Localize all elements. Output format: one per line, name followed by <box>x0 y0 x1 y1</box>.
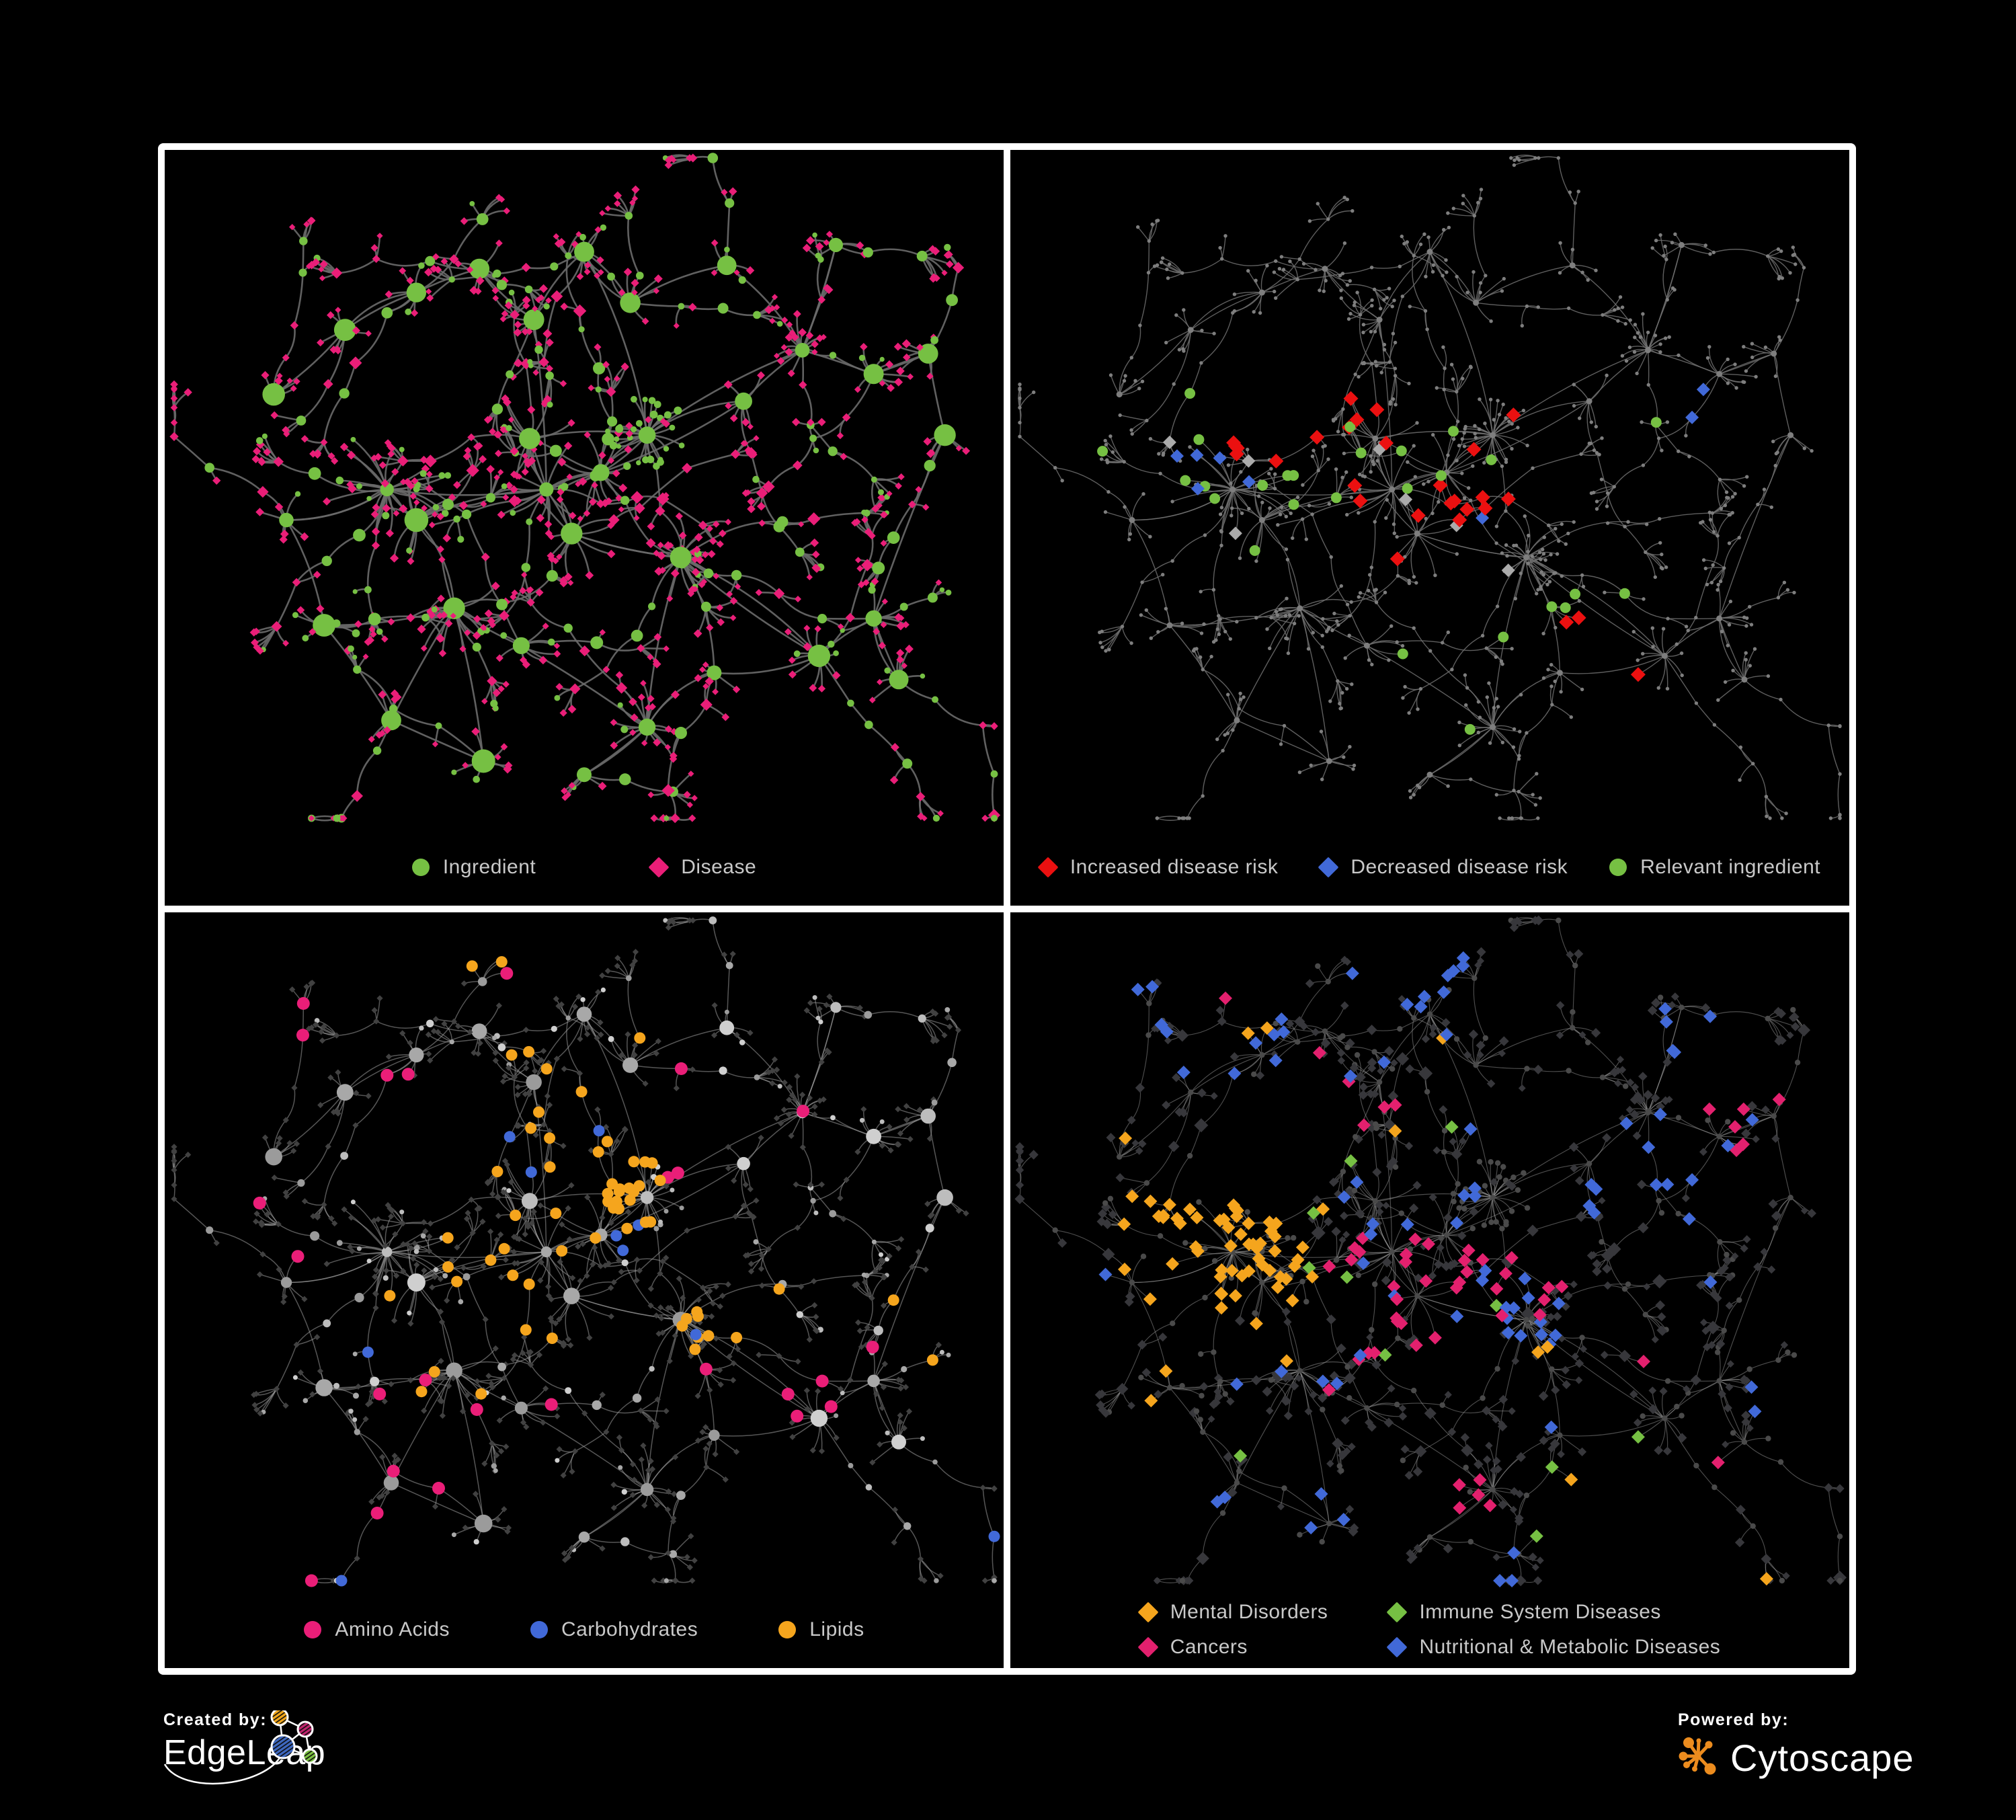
legend-item-amino-acids: Amino Acids <box>304 1618 450 1641</box>
legend-label-nutritional-diseases: Nutritional & Metabolic Diseases <box>1419 1636 1721 1658</box>
lipids-marker <box>778 1621 797 1638</box>
edges-layer <box>1018 917 1841 1583</box>
legend-label-cancers: Cancers <box>1170 1636 1248 1658</box>
nodes-layer <box>1014 915 1847 1587</box>
increased-risk-marker <box>1037 857 1059 878</box>
created-by-label: Created by: <box>163 1710 268 1729</box>
cancers-marker <box>1137 1636 1159 1658</box>
legend-label-decreased-risk: Decreased disease risk <box>1350 856 1568 878</box>
legend-item-cancers: Cancers <box>1137 1636 1328 1659</box>
cytoscape-glyph-nodes <box>1679 1737 1716 1775</box>
legend-label-ingredient: Ingredient <box>442 856 536 878</box>
highlight-layer <box>1098 951 1786 1587</box>
panels-grid: Ingredient Disease Increased disease ris… <box>158 143 1856 1675</box>
legend-item-nutritional-diseases: Nutritional & Metabolic Diseases <box>1386 1636 1721 1659</box>
network-nutrient-classes <box>171 916 1000 1587</box>
legend-item-lipids: Lipids <box>778 1618 864 1641</box>
legend-item-disease: Disease <box>648 856 757 879</box>
immune-diseases-marker <box>1386 1601 1408 1623</box>
cytoscape-credit: Powered by: Cytoscape <box>1678 1710 1960 1818</box>
legend-item-carbohydrates: Carbohydrates <box>530 1618 698 1641</box>
legend-label-carbohydrates: Carbohydrates <box>561 1618 698 1640</box>
cytoscape-logo-row: Cytoscape <box>1678 1734 1960 1781</box>
panel-disease-categories: Mental Disorders Immune System Diseases … <box>1010 912 1849 1668</box>
legend-item-decreased-risk: Decreased disease risk <box>1318 856 1568 879</box>
legend-disease-categories: Mental Disorders Immune System Diseases … <box>1010 1591 1849 1668</box>
panel-ingredients-diseases: Ingredient Disease <box>165 150 1004 906</box>
relevant-ingredient-marker <box>1609 859 1627 876</box>
legend-label-disease: Disease <box>681 856 757 878</box>
legend-item-immune-diseases: Immune System Diseases <box>1386 1601 1720 1624</box>
cytoscape-logo-icon <box>1679 1737 1716 1775</box>
network-disease-risk <box>1018 155 1842 821</box>
legend-item-increased-risk: Increased disease risk <box>1037 856 1279 879</box>
edges-layer <box>1018 155 1841 821</box>
legend-ingredients-diseases: Ingredient Disease <box>165 829 1004 906</box>
nodes-layer <box>171 916 998 1584</box>
ingredient-marker <box>411 859 430 876</box>
highlight-layer <box>1097 383 1710 735</box>
network-ingredients-diseases <box>169 153 1001 824</box>
mental-disorders-marker <box>1137 1601 1159 1623</box>
legend-item-relevant-ingredient: Relevant ingredient <box>1609 856 1820 879</box>
legend-label-amino-acids: Amino Acids <box>335 1618 450 1640</box>
decreased-risk-marker <box>1318 857 1339 878</box>
edgeleap-credit: Created by: EdgeLeap <box>163 1710 419 1818</box>
powered-by-label: Powered by: <box>1678 1710 1789 1729</box>
legend-label-mental-disorders: Mental Disorders <box>1170 1601 1328 1623</box>
amino-acids-marker <box>304 1621 322 1638</box>
carbohydrates-marker <box>530 1621 548 1638</box>
legend-item-ingredient: Ingredient <box>411 856 536 879</box>
disease-marker <box>648 857 670 878</box>
legend-label-relevant-ingredient: Relevant ingredient <box>1640 856 1821 878</box>
panel-nutrient-classes: Amino Acids Carbohydrates Lipids <box>165 912 1004 1668</box>
legend-item-mental-disorders: Mental Disorders <box>1137 1601 1328 1624</box>
legend-disease-risk: Increased disease risk Decreased disease… <box>1010 829 1849 906</box>
legend-label-lipids: Lipids <box>809 1618 864 1640</box>
edgeleap-logo-text: EdgeLeap <box>163 1733 326 1772</box>
nutritional-diseases-marker <box>1386 1636 1408 1658</box>
legend-label-immune-diseases: Immune System Diseases <box>1419 1601 1661 1623</box>
nodes-layer <box>1018 156 1842 820</box>
legend-nutrient-classes: Amino Acids Carbohydrates Lipids <box>165 1591 1004 1668</box>
legend-label-increased-risk: Increased disease risk <box>1070 856 1279 878</box>
panel-disease-risk: Increased disease risk Decreased disease… <box>1010 150 1849 906</box>
network-disease-categories <box>1014 915 1847 1587</box>
nodes-layer <box>169 153 1001 824</box>
highlight-layer <box>253 956 1000 1587</box>
cytoscape-logo-text: Cytoscape <box>1730 1736 1914 1779</box>
